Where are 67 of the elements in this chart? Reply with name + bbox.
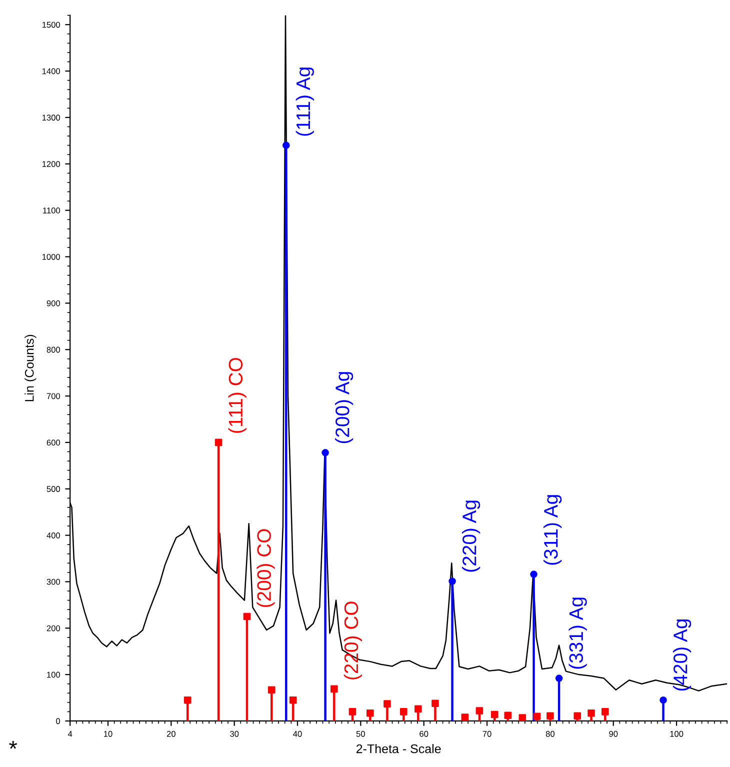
point — [432, 700, 439, 707]
point — [476, 707, 484, 714]
point — [282, 142, 290, 149]
x-axis-title: 2-Theta - Scale — [356, 744, 441, 754]
point — [322, 449, 329, 456]
y-tick-label: 1000 — [42, 254, 60, 260]
annotation: (420) Ag — [672, 620, 692, 691]
point — [504, 712, 512, 720]
x-tick-label: 4 — [68, 731, 72, 737]
point — [330, 685, 338, 693]
y-tick-label: 900 — [46, 300, 60, 306]
point — [518, 714, 526, 721]
point — [530, 570, 538, 578]
point — [602, 708, 609, 716]
y-tick-label: 600 — [46, 440, 60, 446]
point — [214, 438, 222, 446]
y-axis-title: Lin (Counts) — [24, 334, 36, 402]
point — [546, 712, 554, 720]
y-tick-label: 0 — [56, 718, 60, 724]
annotation: (311) Ag — [543, 495, 562, 565]
x-tick-label: 40 — [293, 730, 302, 737]
annotation: (111) Ag — [296, 68, 314, 136]
x-tick-label: 80 — [546, 730, 555, 737]
x-tick-label: 30 — [230, 730, 239, 737]
annotation: (111) CO — [228, 358, 246, 433]
y-tick-label: 400 — [46, 532, 60, 538]
point — [461, 714, 469, 721]
y-tick-label: 1100 — [43, 208, 60, 214]
point — [184, 696, 192, 704]
point — [268, 686, 276, 694]
y-tick-label: 500 — [46, 486, 60, 492]
annotation: (220) CO — [344, 602, 362, 680]
point — [289, 696, 297, 704]
point — [574, 712, 581, 720]
point — [588, 709, 595, 717]
point — [348, 708, 356, 716]
x-tick-label: 70 — [482, 730, 492, 737]
y-tick-label: 1300 — [42, 114, 60, 121]
point — [448, 578, 456, 585]
point — [555, 674, 563, 682]
annotation: (200) CO — [256, 529, 275, 607]
point — [660, 696, 667, 704]
x-tick-label: 10 — [104, 730, 112, 737]
y-tick-label: 200 — [46, 625, 60, 632]
y-tick-label: 1500 — [42, 22, 60, 28]
y-tick-label: 700 — [46, 393, 60, 400]
point — [366, 709, 374, 717]
x-tick-label: 50 — [356, 730, 365, 737]
y-tick-label: 1200 — [42, 161, 60, 167]
point — [384, 700, 391, 708]
text: * — [9, 740, 18, 749]
point — [414, 705, 422, 713]
y-tick-label: 300 — [46, 578, 60, 585]
x-tick-label: 20 — [166, 730, 176, 737]
annotation: (220) Ag — [462, 500, 480, 572]
y-tick-label: 100 — [47, 672, 60, 678]
x-tick-label: 90 — [609, 730, 618, 737]
x-tick-label: 100 — [670, 730, 684, 737]
point — [490, 710, 498, 718]
point — [400, 708, 408, 716]
point — [533, 712, 541, 720]
y-tick-label: 1400 — [42, 68, 60, 74]
y-tick-label: 800 — [46, 346, 60, 353]
annotation: (331) Ag — [568, 598, 587, 669]
x-tick-label: 60 — [420, 730, 428, 737]
annotation: (200) Ag — [335, 372, 354, 444]
point — [243, 612, 251, 620]
